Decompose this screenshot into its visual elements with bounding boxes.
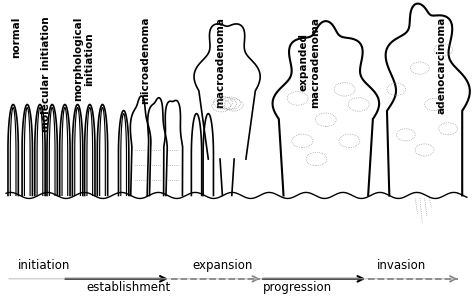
Text: expanded
macroadenoma: expanded macroadenoma [298,17,320,107]
Text: microadenoma: microadenoma [140,17,150,104]
Text: macroadenoma: macroadenoma [215,17,225,107]
Text: initiation: initiation [18,259,70,272]
Text: morphological
initiation: morphological initiation [73,17,95,101]
Text: establishment: establishment [86,282,170,294]
Text: normal: normal [11,17,21,58]
Text: progression: progression [263,282,332,294]
Text: expansion: expansion [192,259,253,272]
Text: adenocarcinoma: adenocarcinoma [436,17,446,114]
Text: invasion: invasion [377,259,426,272]
Text: molecular initiation: molecular initiation [41,17,51,132]
